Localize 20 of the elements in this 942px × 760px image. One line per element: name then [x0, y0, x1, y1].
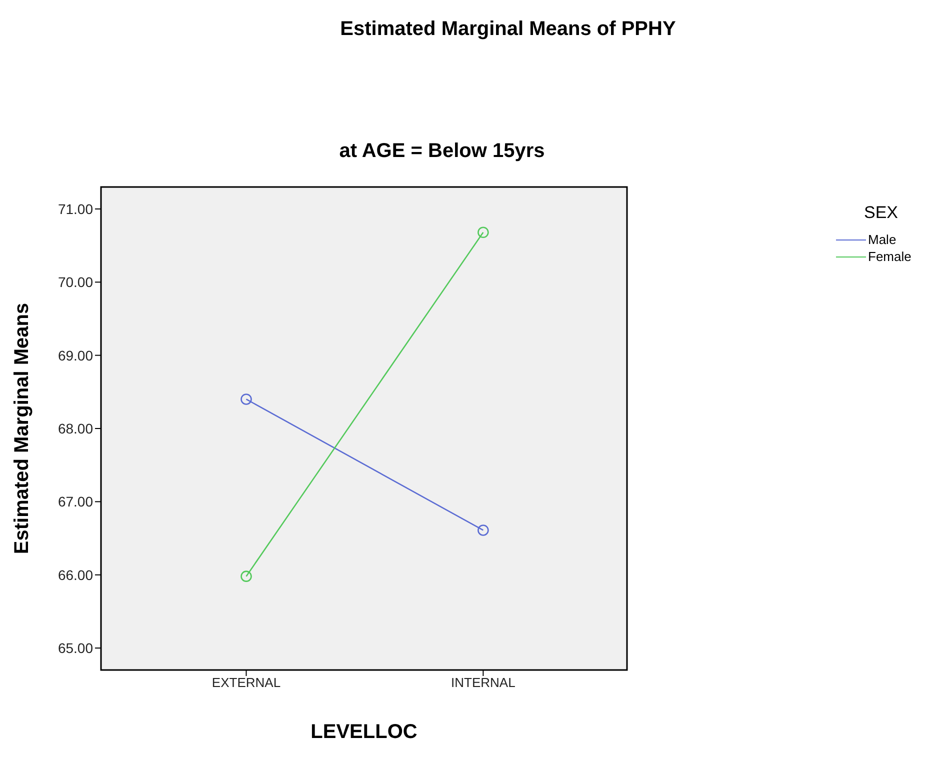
- point: [478, 524, 489, 536]
- y-tick-label: 70.00: [58, 274, 94, 290]
- chart-subtitle: at AGE = Below 15yrs: [338, 140, 546, 163]
- point: [240, 394, 252, 405]
- legend-title: SEX: [864, 203, 900, 223]
- point: [478, 226, 489, 238]
- x-tick-label: EXTERNAL: [212, 675, 281, 690]
- y-tick-label: 65.00: [58, 640, 94, 656]
- y-tick-label: 71.00: [58, 200, 94, 217]
- y-axis-title: Estimated Marginal Means: [11, 302, 34, 554]
- x-tick-label: INTERNAL: [451, 675, 516, 690]
- y-tick-label: 67.00: [58, 494, 94, 510]
- chart-title: Estimated Marginal Means of PPHY: [339, 18, 677, 41]
- y-tick-label: 68.00: [58, 420, 94, 436]
- point: [240, 570, 252, 582]
- legend-label: Female: [868, 249, 912, 264]
- legend-label: Male: [868, 232, 896, 247]
- y-tick-label: 69.00: [58, 347, 94, 364]
- x-axis-title: LEVELLOC: [310, 721, 418, 743]
- y-tick-label: 66.00: [58, 566, 94, 583]
